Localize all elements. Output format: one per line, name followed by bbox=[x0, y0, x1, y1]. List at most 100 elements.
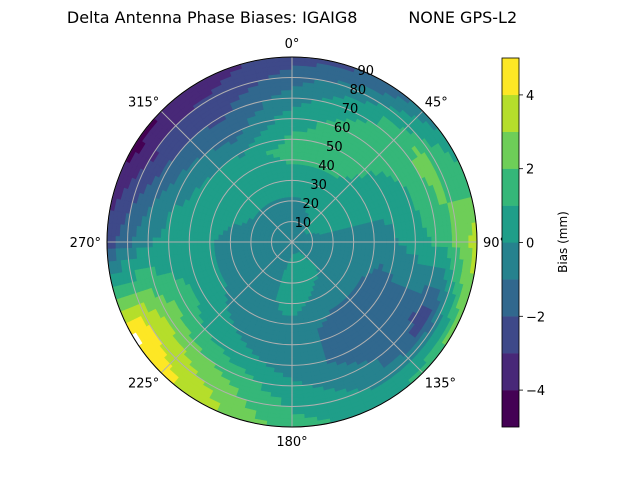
contour-cells bbox=[106, 56, 478, 428]
radial-tick-label: 10 bbox=[295, 216, 312, 231]
contour-cell bbox=[361, 233, 367, 240]
colorbar-band bbox=[501, 316, 520, 354]
contour-cell bbox=[283, 126, 293, 132]
contour-cell bbox=[238, 243, 244, 248]
contour-cell bbox=[291, 151, 299, 157]
contour-cell bbox=[217, 233, 223, 240]
contour-cell bbox=[281, 89, 293, 95]
radial-tick-label: 50 bbox=[326, 140, 343, 155]
contour-cell bbox=[213, 244, 219, 251]
radial-tick-label: 80 bbox=[350, 83, 367, 98]
contour-cell bbox=[291, 315, 298, 321]
radial-tick-label: 40 bbox=[318, 159, 335, 174]
contour-cell bbox=[284, 188, 289, 194]
contour-cell bbox=[285, 151, 293, 157]
contour-cell bbox=[365, 233, 371, 240]
contour-cell bbox=[291, 352, 301, 358]
radial-tick-label: 90 bbox=[358, 64, 375, 79]
contour-cell bbox=[283, 122, 293, 128]
colorbar-tick-label: 4 bbox=[526, 89, 534, 104]
radial-tick-label: 30 bbox=[310, 178, 327, 193]
contour-cell bbox=[291, 122, 301, 128]
contour-cell bbox=[291, 356, 301, 362]
contour-cell bbox=[361, 244, 367, 251]
contour-cell bbox=[279, 69, 293, 75]
contour-cell bbox=[291, 377, 303, 383]
contour-cell bbox=[291, 290, 297, 296]
contour-cell bbox=[357, 234, 363, 241]
contour-cell bbox=[283, 130, 293, 136]
contour-cell bbox=[291, 413, 305, 420]
contour-cell bbox=[286, 311, 293, 317]
contour-cell bbox=[221, 234, 227, 241]
contour-cell bbox=[340, 236, 346, 241]
contour-cell bbox=[291, 126, 301, 132]
colorbar-tick-label: −4 bbox=[526, 384, 545, 399]
contour-cell bbox=[295, 294, 301, 300]
contour-cell bbox=[291, 331, 299, 337]
contour-cell bbox=[291, 336, 300, 341]
colorbar: −4 −2 0 2 4 bbox=[501, 57, 545, 428]
contour-cell bbox=[291, 368, 302, 374]
colorbar-band bbox=[501, 205, 520, 243]
colorbar-tick-label: −2 bbox=[526, 310, 545, 325]
contour-cell bbox=[291, 409, 305, 415]
contour-cell bbox=[280, 397, 293, 403]
contour-cell bbox=[288, 192, 293, 198]
contour-cell bbox=[344, 235, 350, 241]
contour-cell bbox=[291, 389, 303, 395]
contour-cell bbox=[282, 106, 293, 112]
contour-cell bbox=[357, 243, 363, 250]
contour-cell bbox=[291, 348, 301, 354]
polar-grid bbox=[106, 56, 478, 428]
contour-cell bbox=[286, 163, 293, 169]
contour-cell bbox=[291, 60, 305, 66]
contour-cell bbox=[221, 243, 227, 250]
contour-cell bbox=[281, 389, 293, 395]
contour-cell bbox=[291, 295, 297, 300]
colorbar-band bbox=[501, 279, 520, 317]
colorbar-band bbox=[501, 131, 520, 169]
contour-cell bbox=[285, 147, 293, 153]
contour-cell bbox=[217, 244, 223, 251]
colorbar-band bbox=[501, 94, 520, 132]
colorbar-band bbox=[501, 242, 520, 280]
contour-cell bbox=[377, 244, 383, 252]
contour-cell bbox=[213, 233, 219, 240]
contour-cell bbox=[336, 236, 342, 241]
radial-tick-label: 60 bbox=[334, 121, 351, 136]
contour-cell bbox=[291, 85, 304, 91]
contour-cell bbox=[287, 295, 293, 300]
contour-cell bbox=[291, 184, 297, 189]
contour-cell bbox=[279, 418, 293, 424]
contour-cell bbox=[291, 89, 303, 95]
angle-tick-label: 45° bbox=[425, 95, 448, 110]
contour-cell bbox=[294, 286, 300, 292]
contour-cell bbox=[291, 393, 304, 399]
contour-cell bbox=[291, 106, 302, 112]
contour-cell bbox=[291, 81, 304, 87]
radial-tick-label: 20 bbox=[302, 197, 319, 212]
contour-cell bbox=[286, 307, 293, 313]
contour-cell bbox=[286, 315, 293, 321]
contour-cell bbox=[282, 110, 293, 116]
contour-cell bbox=[279, 64, 293, 71]
contour-cell bbox=[280, 85, 293, 91]
contour-cell bbox=[291, 143, 300, 148]
angle-tick-label: 225° bbox=[128, 377, 159, 392]
contour-cell bbox=[282, 368, 293, 374]
contour-cell bbox=[283, 352, 293, 358]
contour-cell bbox=[287, 188, 293, 194]
angle-tick-label: 135° bbox=[425, 377, 456, 392]
contour-cell bbox=[282, 372, 293, 378]
angle-tick-label: 0° bbox=[285, 37, 300, 52]
contour-cell bbox=[201, 232, 207, 240]
colorbar-tick-label: 0 bbox=[526, 237, 534, 252]
contour-cell bbox=[286, 167, 293, 173]
contour-cell bbox=[291, 101, 303, 107]
contour-cell bbox=[283, 348, 293, 354]
colorbar-band bbox=[501, 57, 520, 96]
contour-cell bbox=[287, 290, 293, 296]
contour-cell bbox=[279, 413, 293, 420]
